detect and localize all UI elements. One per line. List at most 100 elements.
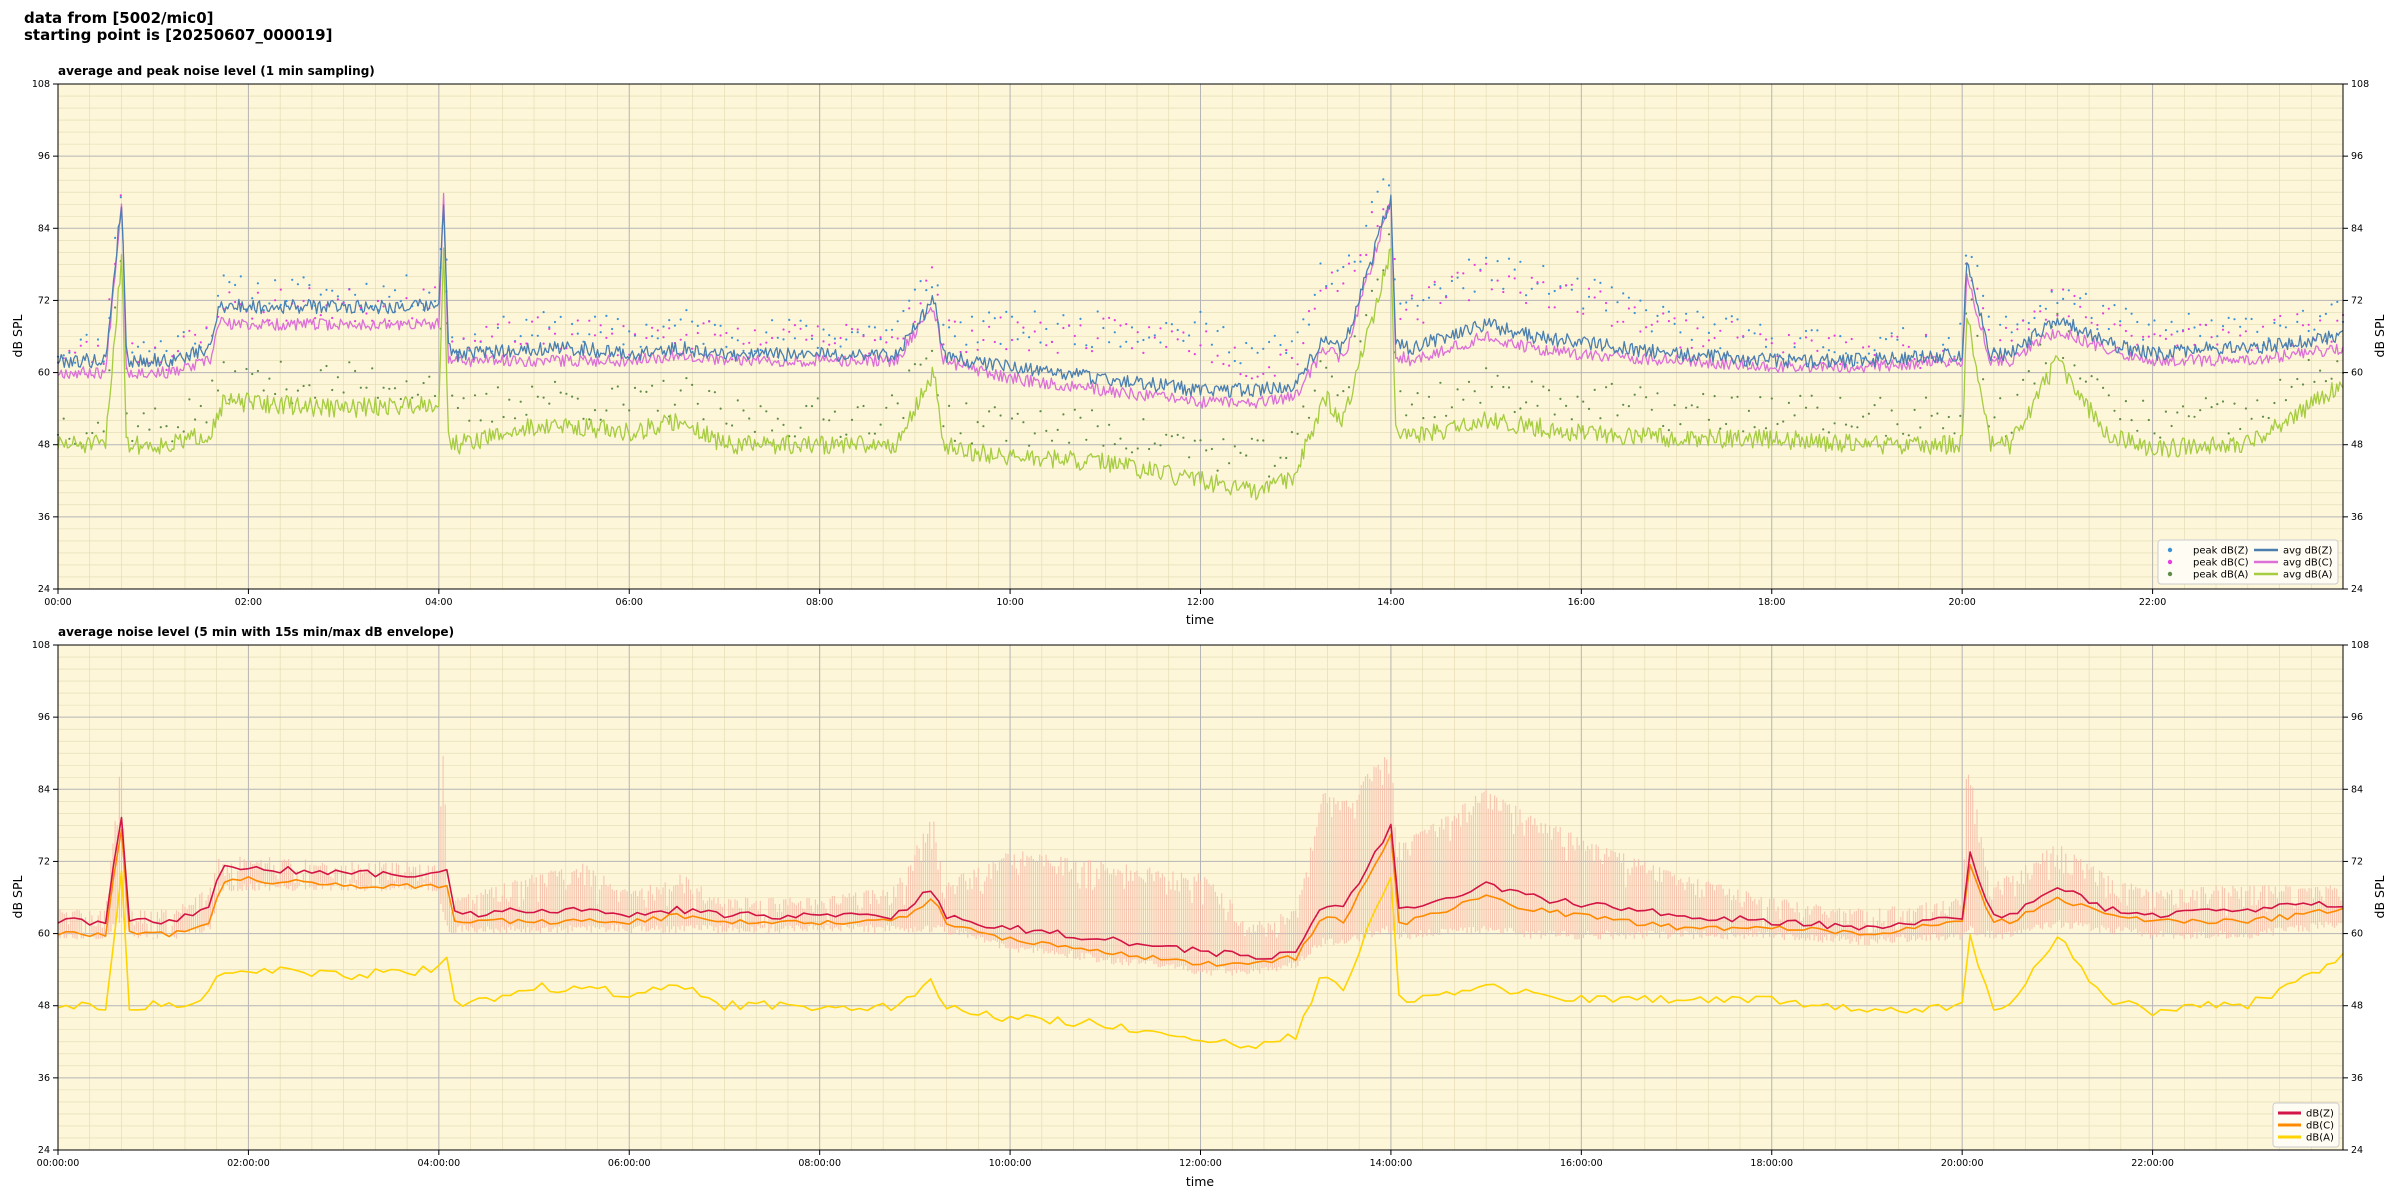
data-point [222, 274, 225, 277]
data-point [908, 307, 911, 310]
data-point [1016, 321, 1019, 324]
data-point [1410, 294, 1413, 297]
average-noise-envelope-panel: average noise level (5 min with 15s min/… [10, 625, 2387, 1189]
data-point [1473, 263, 1476, 266]
data-point [2010, 339, 2013, 342]
data-point [1353, 335, 1356, 338]
data-point [1810, 394, 1813, 397]
data-point [1587, 287, 1591, 290]
data-point [2004, 315, 2008, 318]
data-point [1159, 341, 1162, 344]
data-point [154, 407, 157, 410]
data-point [2096, 378, 2099, 381]
x-tick-label: 08:00:00 [798, 1158, 841, 1169]
data-point [879, 336, 882, 339]
data-point [1879, 336, 1882, 339]
data-point [1062, 413, 1065, 416]
data-point [1633, 311, 1636, 315]
data-point [1610, 324, 1613, 327]
data-point [1873, 353, 1876, 357]
data-point [2301, 383, 2305, 386]
data-point [571, 333, 574, 336]
x-tick-label: 06:00 [616, 597, 643, 608]
data-point [691, 320, 694, 323]
data-point [2107, 327, 2110, 331]
y-tick-label: 48 [38, 440, 50, 451]
data-point [1462, 287, 1465, 290]
data-point [251, 317, 254, 320]
data-point [1319, 360, 1322, 363]
data-point [2124, 400, 2127, 403]
data-point [2147, 323, 2150, 326]
data-point [1165, 321, 1168, 325]
data-point [1285, 351, 1288, 355]
data-point [1073, 343, 1076, 346]
data-point [696, 324, 699, 327]
data-point [822, 340, 825, 343]
data-point [1073, 334, 1076, 338]
data-point [1633, 393, 1636, 396]
data-point [1485, 262, 1488, 265]
data-point [896, 337, 899, 340]
data-point [890, 328, 894, 331]
data-point [748, 341, 751, 344]
data-point [1399, 390, 1402, 393]
data-point [696, 331, 699, 335]
data-point [793, 324, 797, 327]
data-point [1553, 289, 1556, 293]
data-point [1170, 330, 1173, 333]
data-point [2330, 377, 2333, 380]
data-point [2336, 319, 2339, 322]
x-tick-label: 22:00 [2139, 597, 2166, 608]
data-point [959, 321, 962, 324]
legend: dB(Z)dB(C)dB(A) [2272, 1102, 2340, 1148]
data-point [976, 341, 979, 344]
data-point [2216, 335, 2219, 338]
data-point [679, 338, 682, 341]
data-point [759, 348, 762, 352]
data-point [1804, 336, 1808, 339]
legend-label: avg dB(A) [2283, 570, 2333, 581]
data-point [1382, 269, 1385, 272]
data-point [1410, 297, 1413, 300]
data-point [325, 364, 328, 368]
data-point [508, 321, 511, 324]
panel-title: average noise level (5 min with 15s min/… [58, 625, 454, 639]
data-point [1599, 281, 1602, 284]
data-point [1679, 423, 1682, 426]
data-point [2016, 393, 2019, 396]
data-point [1844, 341, 1848, 344]
data-point [1090, 409, 1094, 412]
data-point [1844, 352, 1848, 355]
data-point [925, 289, 928, 292]
data-point [970, 329, 974, 332]
data-point [1907, 434, 1910, 437]
data-point [68, 349, 71, 352]
data-point [1433, 283, 1436, 286]
data-point [970, 442, 974, 445]
data-point [1239, 451, 1242, 454]
data-point [1130, 451, 1134, 454]
data-point [1393, 257, 1396, 261]
data-point [388, 319, 391, 322]
data-point [262, 389, 265, 392]
data-point [662, 379, 665, 382]
data-point [1399, 317, 1402, 321]
data-point [79, 338, 82, 341]
data-point [291, 278, 294, 281]
data-point [376, 396, 379, 399]
data-point [793, 337, 797, 340]
data-point [1353, 269, 1356, 272]
data-point [1730, 396, 1733, 399]
data-point [314, 396, 317, 399]
data-point [1450, 406, 1453, 409]
data-point [1336, 289, 1339, 293]
data-point [2221, 328, 2225, 331]
data-point [1010, 417, 1014, 420]
data-point [1142, 418, 1145, 421]
data-point [513, 340, 517, 343]
data-point [896, 320, 899, 323]
data-point [582, 417, 585, 420]
data-point [2136, 320, 2139, 324]
data-point [1559, 286, 1562, 290]
